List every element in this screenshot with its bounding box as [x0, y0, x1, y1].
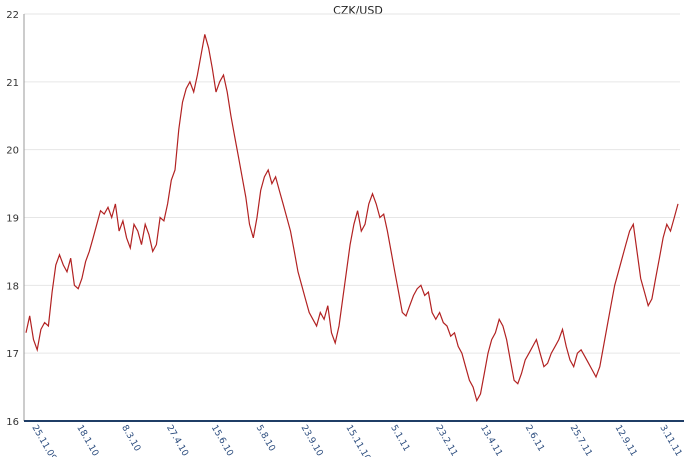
x-tick-label: 23.9.10 [299, 424, 325, 457]
x-tick-label: 27.4.10 [164, 424, 190, 457]
x-tick-label: 5.1.11 [388, 424, 411, 454]
y-tick-label: 16 [6, 417, 19, 428]
x-tick-label: 18.1.10 [74, 424, 100, 457]
x-tick-label: 25.7.11 [568, 424, 594, 457]
x-tick-label: 5.8.10 [254, 424, 277, 454]
x-tick-label: 23.2.11 [433, 424, 459, 457]
y-tick-label: 18 [6, 281, 19, 292]
x-tick-label: 13.4.11 [478, 424, 504, 457]
y-tick-label: 17 [6, 349, 19, 360]
x-tick-label: 12.9.11 [613, 424, 639, 457]
x-axis-ticks: 25.11.09 18.1.10 8.3.10 27.4.10 15.6.10 5.8.1… [29, 424, 683, 457]
y-tick-label: 20 [6, 146, 19, 157]
x-tick-label: 2.6.11 [523, 424, 546, 454]
y-tick-label: 19 [6, 214, 19, 225]
x-tick-label: 15.11.10 [343, 424, 372, 457]
y-tick-label: 22 [6, 10, 19, 21]
x-tick-label: 25.11.09 [29, 424, 58, 457]
x-tick-label: 8.3.10 [119, 424, 142, 454]
series-line [25, 34, 679, 403]
y-axis-ticks: 16 17 18 19 20 21 22 [6, 10, 19, 428]
y-tick-label: 21 [6, 78, 19, 89]
x-tick-label: 3.11.11 [657, 424, 683, 457]
chart-title: CZK/USD [333, 4, 383, 17]
gridlines [24, 13, 680, 422]
x-tick-label: 15.6.10 [209, 424, 235, 457]
